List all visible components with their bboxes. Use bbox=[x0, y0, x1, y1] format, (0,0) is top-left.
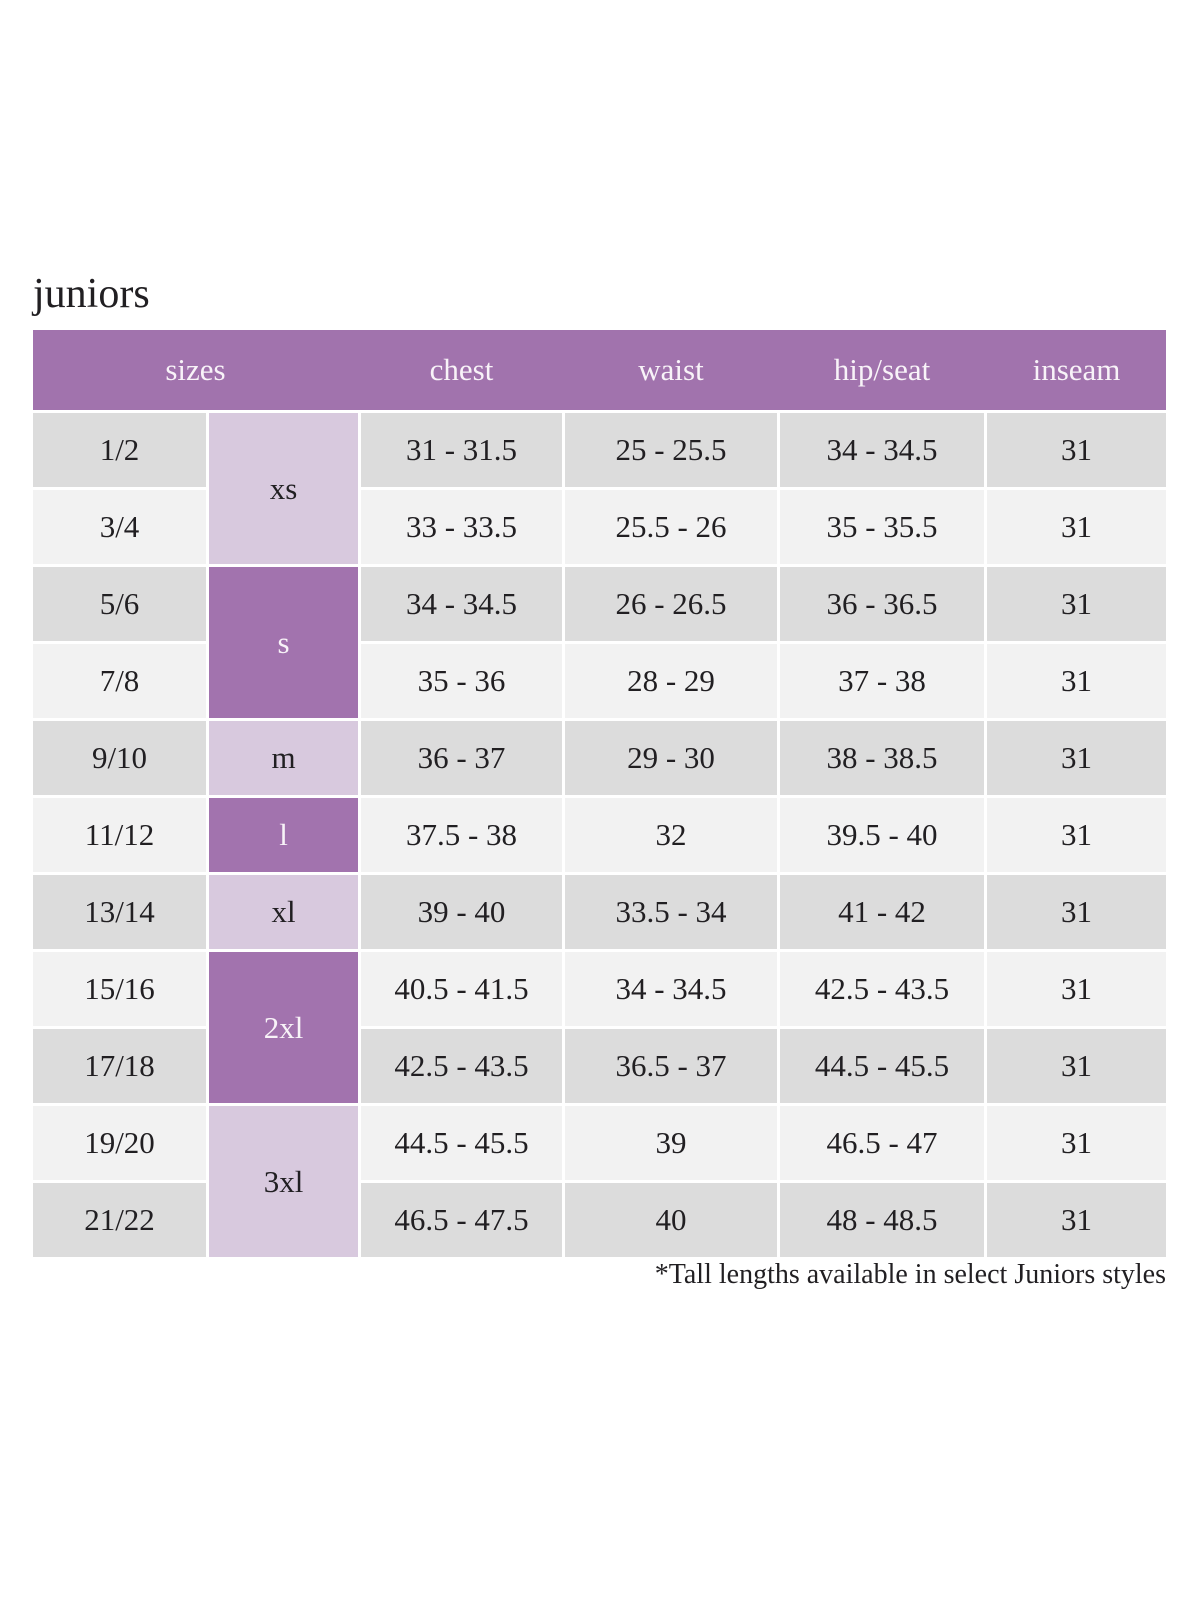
chest-cell: 44.5 - 45.5 bbox=[361, 1106, 562, 1180]
size-cell: 15/16 bbox=[33, 952, 206, 1026]
inseam-cell: 31 bbox=[987, 1029, 1166, 1103]
footnote: *Tall lengths available in select Junior… bbox=[654, 1259, 1166, 1290]
hip-seat-cell: 48 - 48.5 bbox=[780, 1183, 984, 1257]
hip-seat-cell: 44.5 - 45.5 bbox=[780, 1029, 984, 1103]
letter-size-cell: l bbox=[209, 798, 358, 872]
column-header-sizes: sizes bbox=[165, 352, 226, 387]
size-table-body: 1/2 31 - 31.5 25 - 25.5 34 - 34.5 31 3/4 33 - … bbox=[33, 413, 1166, 1257]
column-header-waist: waist bbox=[638, 352, 704, 387]
chest-cell: 42.5 - 43.5 bbox=[361, 1029, 562, 1103]
size-cell: 9/10 bbox=[33, 721, 206, 795]
size-cell: 5/6 bbox=[33, 567, 206, 641]
waist-cell: 34 - 34.5 bbox=[565, 952, 777, 1026]
chest-cell: 31 - 31.5 bbox=[361, 413, 562, 487]
letter-size-cell: 3xl bbox=[209, 1106, 358, 1257]
column-header-chest: chest bbox=[429, 352, 494, 387]
chest-cell: 35 - 36 bbox=[361, 644, 562, 718]
waist-cell: 40 bbox=[565, 1183, 777, 1257]
size-cell: 17/18 bbox=[33, 1029, 206, 1103]
inseam-cell: 31 bbox=[987, 490, 1166, 564]
chest-cell: 33 - 33.5 bbox=[361, 490, 562, 564]
inseam-cell: 31 bbox=[987, 798, 1166, 872]
waist-cell: 39 bbox=[565, 1106, 777, 1180]
letter-size-cell: 2xl bbox=[209, 952, 358, 1103]
letter-size-cell: m bbox=[209, 721, 358, 795]
size-cell: 21/22 bbox=[33, 1183, 206, 1257]
chest-cell: 40.5 - 41.5 bbox=[361, 952, 562, 1026]
inseam-cell: 31 bbox=[987, 1183, 1166, 1257]
hip-seat-cell: 34 - 34.5 bbox=[780, 413, 984, 487]
hip-seat-cell: 37 - 38 bbox=[780, 644, 984, 718]
waist-cell: 33.5 - 34 bbox=[565, 875, 777, 949]
column-header-hip-seat: hip/seat bbox=[833, 352, 931, 387]
letter-size-cell: xl bbox=[209, 875, 358, 949]
waist-cell: 25.5 - 26 bbox=[565, 490, 777, 564]
size-cell: 19/20 bbox=[33, 1106, 206, 1180]
hip-seat-cell: 39.5 - 40 bbox=[780, 798, 984, 872]
size-cell: 1/2 bbox=[33, 413, 206, 487]
waist-cell: 29 - 30 bbox=[565, 721, 777, 795]
waist-cell: 36.5 - 37 bbox=[565, 1029, 777, 1103]
chest-cell: 46.5 - 47.5 bbox=[361, 1183, 562, 1257]
waist-cell: 26 - 26.5 bbox=[565, 567, 777, 641]
table-header-row: sizes chest waist hip/seat inseam bbox=[33, 330, 1166, 410]
inseam-cell: 31 bbox=[987, 567, 1166, 641]
hip-seat-cell: 38 - 38.5 bbox=[780, 721, 984, 795]
inseam-cell: 31 bbox=[987, 1106, 1166, 1180]
hip-seat-cell: 35 - 35.5 bbox=[780, 490, 984, 564]
size-cell: 7/8 bbox=[33, 644, 206, 718]
inseam-cell: 31 bbox=[987, 952, 1166, 1026]
chest-cell: 34 - 34.5 bbox=[361, 567, 562, 641]
page-title: juniors bbox=[33, 271, 150, 317]
chest-cell: 36 - 37 bbox=[361, 721, 562, 795]
waist-cell: 28 - 29 bbox=[565, 644, 777, 718]
inseam-cell: 31 bbox=[987, 721, 1166, 795]
chest-cell: 39 - 40 bbox=[361, 875, 562, 949]
inseam-cell: 31 bbox=[987, 875, 1166, 949]
letter-size-cell: xs bbox=[209, 413, 358, 564]
inseam-cell: 31 bbox=[987, 644, 1166, 718]
hip-seat-cell: 42.5 - 43.5 bbox=[780, 952, 984, 1026]
column-header-inseam: inseam bbox=[1032, 352, 1121, 387]
waist-cell: 32 bbox=[565, 798, 777, 872]
hip-seat-cell: 41 - 42 bbox=[780, 875, 984, 949]
chest-cell: 37.5 - 38 bbox=[361, 798, 562, 872]
hip-seat-cell: 46.5 - 47 bbox=[780, 1106, 984, 1180]
hip-seat-cell: 36 - 36.5 bbox=[780, 567, 984, 641]
size-cell: 11/12 bbox=[33, 798, 206, 872]
inseam-cell: 31 bbox=[987, 413, 1166, 487]
waist-cell: 25 - 25.5 bbox=[565, 413, 777, 487]
letter-size-cell: s bbox=[209, 567, 358, 718]
size-cell: 3/4 bbox=[33, 490, 206, 564]
size-cell: 13/14 bbox=[33, 875, 206, 949]
